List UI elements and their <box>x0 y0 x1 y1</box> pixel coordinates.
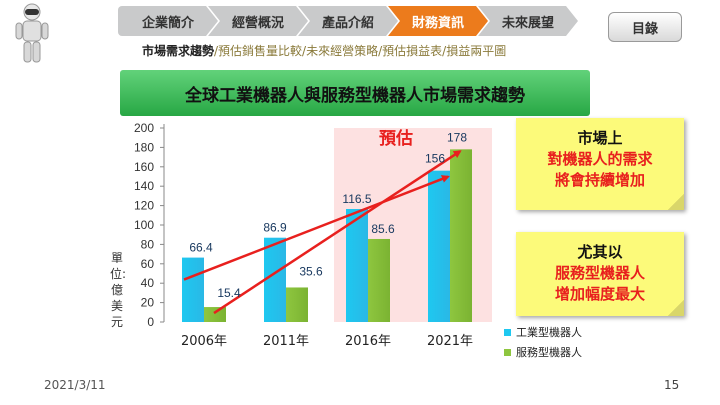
robot-logo-icon <box>15 3 49 63</box>
data-label-service: 15.4 <box>217 286 241 300</box>
x-tick-label: 2006年 <box>181 334 227 349</box>
chart-legend: 工業型機器人 服務型機器人 <box>504 322 582 362</box>
data-label-industrial: 86.9 <box>263 221 287 235</box>
legend-entry-service: 服務型機器人 <box>504 342 582 362</box>
legend-swatch-industrial <box>504 328 511 336</box>
y-axis-unit-label: 單位:億美元 <box>110 251 127 329</box>
forecast-label: 預估 <box>379 128 413 149</box>
trend-arrow-industrial <box>183 175 450 281</box>
y-tick-label: 20 <box>141 296 155 310</box>
bar-industrial <box>182 257 204 322</box>
y-tick-label: 80 <box>141 237 155 251</box>
data-label-industrial: 116.5 <box>342 192 371 206</box>
nav-tab-5[interactable]: 未來展望 <box>478 6 578 36</box>
y-tick-label: 60 <box>141 257 155 271</box>
bar-industrial <box>264 237 286 322</box>
data-label-service: 85.6 <box>371 222 395 236</box>
bar-industrial <box>346 208 368 322</box>
y-tick-label: 160 <box>134 160 154 174</box>
nav-tab-4[interactable]: 財務資訊 <box>388 6 488 36</box>
nav-tab-2[interactable]: 經營概況 <box>208 6 308 36</box>
note2-line2: 服務型機器人 <box>554 264 645 282</box>
y-tick-label: 200 <box>134 121 154 135</box>
breadcrumb-current[interactable]: 市場需求趨勢 <box>142 44 215 58</box>
data-label-industrial: 66.4 <box>189 241 213 255</box>
sticky-note-demand: 市場上 對機器人的需求 將會持續增加 <box>516 118 684 210</box>
note1-line2: 對機器人的需求 <box>547 150 653 168</box>
note-fold-corner <box>668 194 684 210</box>
legend-swatch-service <box>504 348 511 356</box>
y-tick-label: 120 <box>134 199 154 213</box>
note1-line3: 將會持續增加 <box>554 171 645 189</box>
breadcrumb: 市場需求趨勢/預估銷售量比較/未來經營策略/預估損益表/損益兩平圖 <box>142 42 506 59</box>
bar-service <box>368 238 390 322</box>
data-label-service: 178 <box>447 130 467 144</box>
bar-service <box>286 287 308 322</box>
legend-label-industrial: 工業型機器人 <box>516 326 582 339</box>
y-tick-label: 100 <box>134 218 154 232</box>
y-tick-label: 180 <box>134 140 154 154</box>
bar-service <box>204 307 226 322</box>
trend-arrow-service <box>213 150 462 315</box>
x-tick-label: 2021年 <box>427 334 473 349</box>
x-tick-label: 2016年 <box>345 334 391 349</box>
legend-label-service: 服務型機器人 <box>516 346 582 359</box>
note2-line3: 增加幅度最大 <box>554 285 645 303</box>
data-label-industrial: 156 <box>425 152 445 166</box>
page-number: 15 <box>664 378 680 392</box>
y-tick-label: 40 <box>141 276 155 290</box>
data-label-service: 35.6 <box>299 264 323 278</box>
footer-date: 2021/3/11 <box>44 378 106 392</box>
bar-industrial <box>428 170 450 322</box>
slide-title: 全球工業機器人與服務型機器人市場需求趨勢 <box>120 70 590 116</box>
top-navigation: 企業簡介 經營概況 產品介紹 財務資訊 未來展望 目錄 市場需求趨勢/預估銷售量比較/未… <box>0 0 720 63</box>
note2-line1: 尤其以 <box>577 243 623 261</box>
menu-button[interactable]: 目錄 <box>608 12 682 42</box>
breadcrumb-rest[interactable]: /預估銷售量比較/未來經營策略/預估損益表/損益兩平圖 <box>214 44 507 58</box>
sticky-note-service: 尤其以 服務型機器人 增加幅度最大 <box>516 232 684 316</box>
bar-service <box>450 149 472 322</box>
x-tick-label: 2011年 <box>263 334 309 349</box>
y-tick-label: 140 <box>134 179 154 193</box>
y-tick-label: 0 <box>147 315 154 329</box>
legend-entry-industrial: 工業型機器人 <box>504 322 582 342</box>
nav-tab-3[interactable]: 產品介紹 <box>298 6 398 36</box>
note1-line1: 市場上 <box>577 129 623 147</box>
note-fold-corner <box>668 300 684 316</box>
nav-tab-1[interactable]: 企業簡介 <box>118 6 218 36</box>
